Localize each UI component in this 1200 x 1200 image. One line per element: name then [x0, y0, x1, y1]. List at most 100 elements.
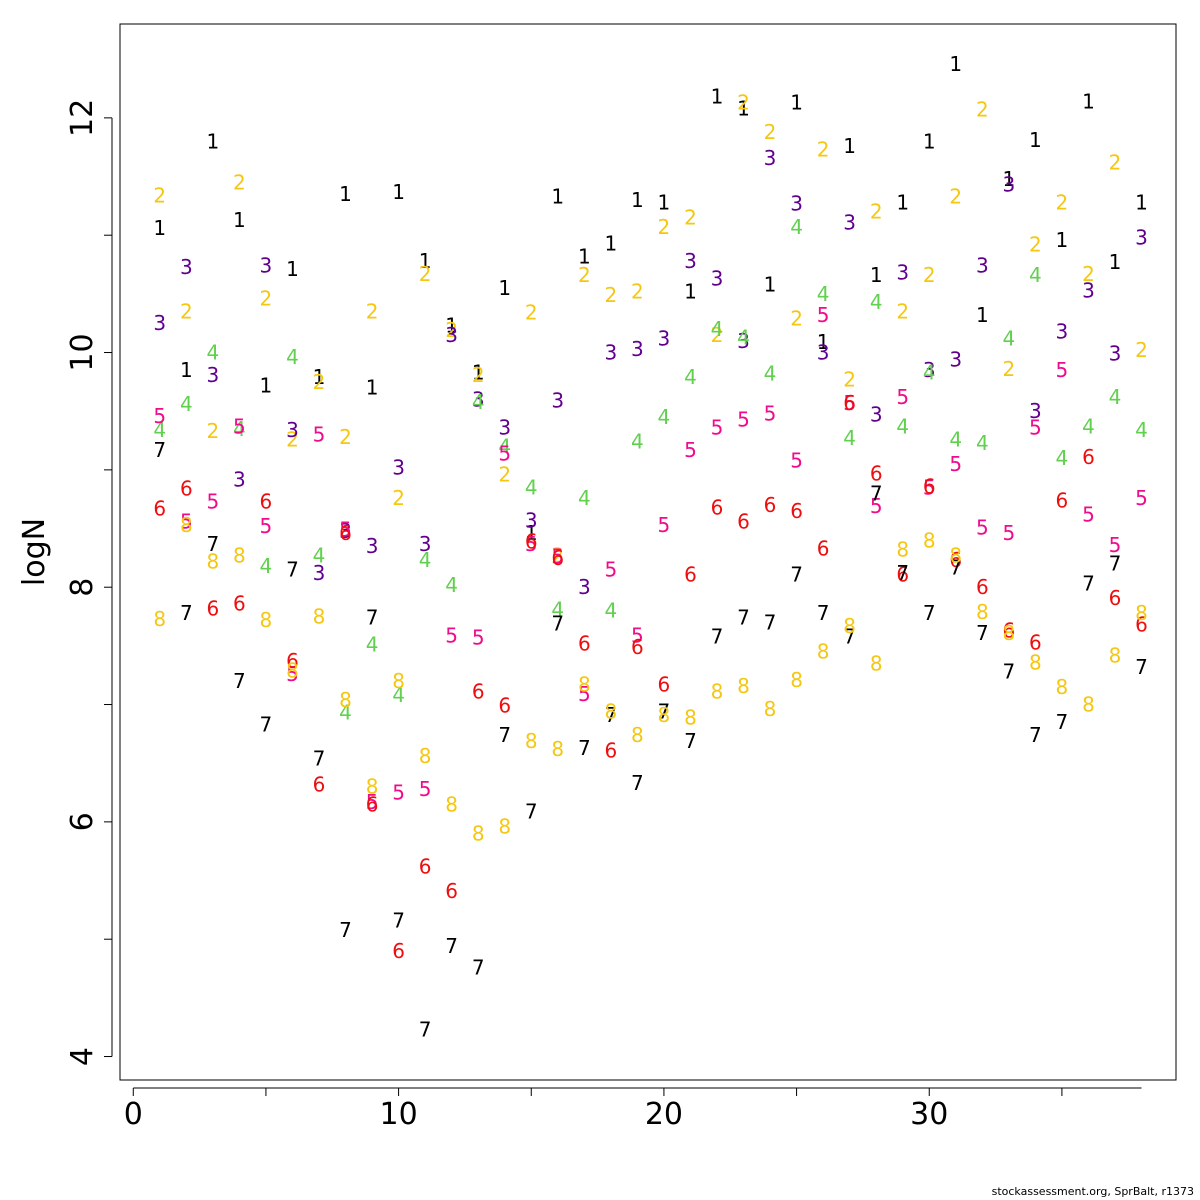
point-age-7: 7 [419, 1018, 432, 1042]
point-age-7: 7 [445, 934, 458, 958]
point-age-1: 1 [976, 303, 989, 327]
point-age-2: 2 [790, 307, 803, 331]
point-age-7: 7 [1002, 660, 1015, 684]
point-age-7: 7 [498, 723, 511, 747]
point-age-7: 7 [817, 601, 830, 625]
point-age-7: 7 [1082, 572, 1095, 596]
point-age-3: 3 [286, 418, 299, 442]
point-age-8: 8 [180, 513, 193, 537]
point-age-3: 3 [631, 337, 644, 361]
point-age-2: 2 [286, 427, 299, 451]
point-age-4: 4 [551, 597, 564, 621]
point-age-8: 8 [445, 792, 458, 816]
point-age-2: 2 [711, 323, 724, 347]
point-age-3: 3 [1135, 226, 1148, 250]
point-age-2: 2 [631, 280, 644, 304]
point-age-6: 6 [180, 477, 193, 501]
point-age-1: 1 [737, 96, 750, 120]
point-age-3: 3 [1029, 399, 1042, 423]
point-age-5: 5 [578, 682, 591, 706]
point-age-1: 1 [153, 216, 166, 240]
point-age-4: 4 [260, 554, 273, 578]
point-age-2: 2 [153, 183, 166, 207]
point-age-1: 1 [1029, 128, 1042, 152]
point-age-5: 5 [313, 423, 326, 447]
point-age-1: 1 [472, 360, 485, 384]
point-age-6: 6 [604, 738, 617, 762]
point-age-6: 6 [339, 521, 352, 545]
point-age-2: 2 [737, 91, 750, 115]
point-age-2: 2 [870, 200, 883, 224]
point-age-8: 8 [498, 815, 511, 839]
point-age-8: 8 [1109, 643, 1122, 667]
point-age-2: 2 [551, 544, 564, 568]
point-age-4: 4 [949, 427, 962, 451]
point-age-4: 4 [658, 405, 671, 429]
point-age-2: 2 [658, 215, 671, 239]
point-age-5: 5 [551, 545, 564, 569]
point-age-8: 8 [392, 669, 405, 693]
point-age-2: 2 [1109, 150, 1122, 174]
point-age-4: 4 [711, 317, 724, 341]
y-tick-label: 12 [65, 99, 100, 137]
point-age-2: 2 [366, 299, 379, 323]
point-age-5: 5 [843, 391, 856, 415]
point-age-5: 5 [604, 558, 617, 582]
point-age-1: 1 [206, 129, 219, 153]
point-age-7: 7 [976, 621, 989, 645]
point-age-5: 5 [631, 623, 644, 647]
point-age-1: 1 [870, 263, 883, 287]
point-age-1: 1 [604, 231, 617, 255]
point-age-3: 3 [896, 261, 909, 285]
point-age-4: 4 [392, 683, 405, 707]
point-age-5: 5 [737, 407, 750, 431]
point-age-1: 1 [711, 85, 724, 109]
point-age-8: 8 [1082, 693, 1095, 717]
point-age-3: 3 [206, 363, 219, 387]
point-age-5: 5 [896, 385, 909, 409]
point-age-2: 2 [339, 425, 352, 449]
point-age-2: 2 [604, 283, 617, 307]
point-age-8: 8 [1135, 601, 1148, 625]
point-age-5: 5 [1135, 486, 1148, 510]
point-age-4: 4 [631, 430, 644, 454]
point-age-5: 5 [658, 513, 671, 537]
point-age-7: 7 [392, 908, 405, 932]
point-age-2: 2 [180, 299, 193, 323]
point-age-3: 3 [870, 403, 883, 427]
point-age-5: 5 [366, 790, 379, 814]
point-age-6: 6 [472, 680, 485, 704]
point-age-6: 6 [366, 792, 379, 816]
point-age-5: 5 [1002, 521, 1015, 545]
point-age-8: 8 [1029, 650, 1042, 674]
point-age-3: 3 [949, 348, 962, 372]
point-age-8: 8 [233, 544, 246, 568]
point-age-6: 6 [260, 490, 273, 514]
point-age-1: 1 [896, 190, 909, 214]
x-axis-ticks: 0 10 20 30 [124, 1088, 1063, 1132]
point-age-2: 2 [817, 138, 830, 162]
point-age-2: 2 [313, 370, 326, 394]
point-age-5: 5 [498, 441, 511, 465]
point-age-4: 4 [870, 290, 883, 314]
y-tick-label: 10 [65, 333, 100, 371]
point-age-3: 3 [233, 467, 246, 491]
point-age-3: 3 [764, 146, 777, 170]
point-age-4: 4 [817, 282, 830, 306]
point-age-4: 4 [684, 365, 697, 389]
point-age-1: 1 [1056, 228, 1069, 252]
x-tick-label: 10 [379, 1097, 417, 1132]
point-age-8: 8 [1002, 621, 1015, 645]
point-age-8: 8 [631, 723, 644, 747]
point-age-7: 7 [286, 558, 299, 582]
point-age-6: 6 [525, 529, 538, 553]
point-age-3: 3 [366, 534, 379, 558]
point-age-5: 5 [1082, 502, 1095, 526]
point-age-8: 8 [339, 688, 352, 712]
point-age-3: 3 [525, 508, 538, 532]
point-age-6: 6 [817, 536, 830, 560]
point-age-4: 4 [764, 362, 777, 386]
point-age-4: 4 [206, 341, 219, 365]
point-age-4: 4 [153, 418, 166, 442]
point-age-1: 1 [578, 244, 591, 268]
